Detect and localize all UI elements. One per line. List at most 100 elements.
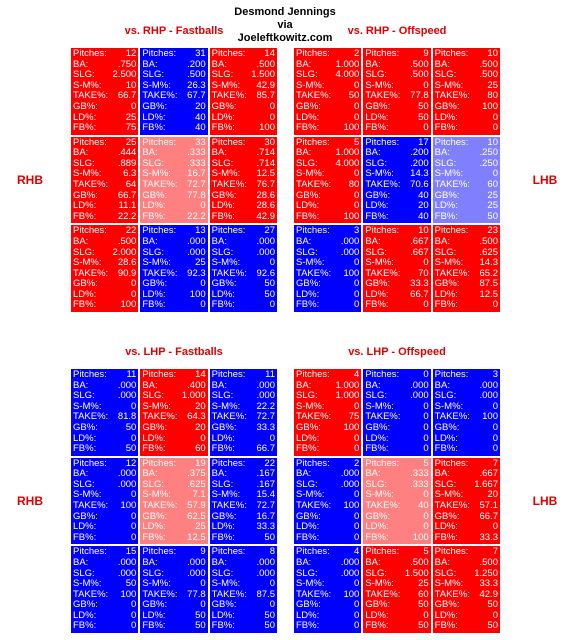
stat-value: 4.000 — [335, 69, 360, 81]
stat-label: FB%: — [434, 620, 458, 632]
stat-value: 50 — [487, 210, 498, 222]
zone-cell: Pitches: 2 BA: 1.000 SLG: 4.000 S-M%: 0 TAKE%: 50… — [293, 47, 363, 136]
stat-row: LD%: 0 — [296, 522, 359, 533]
stat-value: 0 — [354, 299, 360, 311]
stat-label: SLG: — [142, 157, 164, 169]
stat-value: .333 — [410, 468, 429, 480]
stat-label: Pitches: — [365, 457, 400, 469]
stat-row: Pitches: 0 — [365, 369, 428, 381]
stat-label: LD%: — [142, 200, 166, 212]
stat-row: Pitches: 2 — [296, 48, 359, 60]
stat-label: TAKE%: — [296, 588, 332, 600]
zone-cell: Pitches: 7 BA: .667 SLG: 1.667 S-M%: 20 TAKE%: 57… — [431, 456, 501, 546]
stat-value: 100 — [343, 588, 360, 600]
stat-row: GB%: 66.7 — [73, 190, 136, 202]
stat-value: 0 — [269, 111, 275, 123]
stat-row: S-M%: 0 — [73, 401, 136, 413]
stat-label: GB%: — [73, 421, 98, 433]
stat-value: 10 — [418, 225, 429, 237]
zone-cell: Pitches: 7 BA: .500 SLG: 1.250 S-M%: 33.3 TAKE%:… — [431, 545, 501, 634]
stat-label: Pitches: — [73, 225, 107, 237]
stat-value: 0 — [354, 189, 360, 201]
stat-value: .500 — [410, 556, 429, 568]
stat-label: S-M%: — [434, 257, 464, 269]
stat-value: 28.6 — [256, 200, 275, 212]
stat-label: LD%: — [73, 609, 97, 621]
stat-value: .889 — [117, 157, 137, 169]
stat-label: GB%: — [142, 421, 168, 433]
stat-label: GB%: — [73, 510, 98, 522]
stat-label: S-M%: — [73, 578, 102, 590]
stat-row: GB%: 0 — [73, 279, 136, 290]
stat-value: 0 — [269, 432, 275, 444]
stat-label: Pitches: — [142, 457, 177, 469]
stat-label: SLG: — [73, 69, 95, 81]
stat-label: BA: — [73, 468, 89, 480]
stat-label: SLG: — [211, 157, 234, 169]
stat-value: .444 — [117, 147, 137, 159]
stat-value: 0 — [131, 278, 137, 290]
zone-cell: Pitches: 30 BA: .714 SLG: .714 S-M%: 12.5 TAKE%:… — [208, 135, 278, 225]
stat-value: 0 — [492, 432, 498, 444]
stat-row: FB%: 33.3 — [435, 532, 498, 544]
stat-value: 30 — [264, 136, 275, 148]
stat-label: S-M%: — [211, 257, 241, 269]
stat-row: BA: .250 — [435, 148, 498, 159]
stat-label: SLG: — [142, 478, 164, 490]
stat-label: LD%: — [211, 111, 235, 123]
stat-value: 12.5 — [479, 288, 498, 300]
stat-value: 20 — [195, 100, 206, 112]
stat-value: 100 — [343, 210, 360, 222]
stat-value: 1.500 — [251, 69, 275, 81]
stat-row: FB%: 0 — [435, 444, 498, 455]
stat-value: .333 — [187, 157, 206, 169]
stat-label: FB%: — [211, 122, 235, 134]
stat-row: SLG: .500 — [435, 70, 498, 81]
stat-value: 100 — [120, 500, 137, 512]
stat-row: Pitches: 10 — [435, 48, 498, 60]
stat-value: 3 — [354, 225, 360, 237]
stat-value: 1.250 — [474, 567, 498, 579]
stat-label: BA: — [73, 147, 89, 159]
stat-value: 22 — [125, 225, 137, 237]
stat-row: SLG: .500 — [365, 70, 428, 81]
stat-value: 80 — [487, 90, 498, 102]
stat-value: 66.7 — [117, 90, 137, 102]
stat-row: SLG: .625 — [142, 478, 205, 491]
stat-row: GB%: 0 — [142, 600, 205, 611]
stat-label: FB%: — [434, 122, 458, 134]
stat-value: 33 — [195, 136, 206, 148]
stat-row: SLG: 1.000 — [142, 391, 205, 402]
title: Desmond Jennings — [234, 6, 336, 18]
stat-row: LD%: 66.7 — [365, 289, 428, 301]
stat-value: .167 — [256, 468, 275, 480]
stat-row: TAKE%: 80 — [296, 179, 359, 191]
stat-value: 0 — [423, 257, 429, 269]
stat-value: 22 — [264, 457, 275, 469]
stat-value: 40 — [418, 189, 429, 201]
stat-label: SLG: — [296, 390, 318, 402]
stat-value: 25 — [125, 136, 137, 148]
stat-row: BA: .000 — [73, 557, 136, 569]
stat-row: Pitches: 17 — [365, 137, 428, 149]
stat-value: .000 — [340, 468, 360, 480]
right-label: LHB — [532, 173, 558, 187]
stat-row: TAKE%: 66.7 — [73, 91, 136, 102]
stat-value: 0 — [269, 299, 275, 311]
stat-label: S-M%: — [365, 400, 394, 412]
stat-label: LD%: — [142, 609, 166, 621]
stat-label: Pitches: — [73, 48, 107, 59]
stat-value: 42.9 — [256, 79, 275, 91]
stat-row: LD%: 0 — [296, 112, 359, 124]
stat-label: TAKE%: — [73, 411, 109, 423]
stat-row: BA: .667 — [435, 469, 498, 480]
stat-row: LD%: 0 — [73, 289, 136, 301]
panel-title: vs. LHP - Offspeed — [348, 346, 446, 358]
stat-label: LD%: — [296, 432, 320, 444]
stat-row: TAKE%: 100 — [296, 268, 359, 280]
stat-value: 0 — [200, 432, 206, 444]
stat-label: SLG: — [296, 157, 318, 169]
stat-label: GB%: — [365, 599, 391, 611]
zone-cell: Pitches: 11 BA: .000 SLG: .000 S-M%: 22.2 TAKE%:… — [208, 368, 278, 457]
stat-value: 0 — [131, 620, 137, 632]
